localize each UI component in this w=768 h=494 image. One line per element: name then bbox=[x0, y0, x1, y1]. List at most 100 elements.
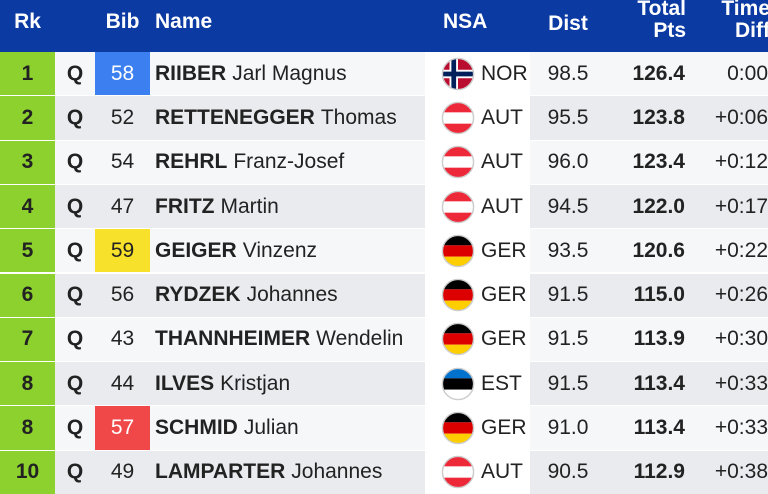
time-diff: +0:33 bbox=[714, 371, 768, 395]
time-diff: +0:22 bbox=[714, 238, 768, 262]
qualified: Q bbox=[66, 238, 84, 262]
athlete-name: RYDZEK Johannes bbox=[155, 274, 425, 317]
nsa-code: GER bbox=[481, 327, 527, 351]
flag bbox=[441, 57, 475, 90]
athlete-name: LAMPARTER Johannes bbox=[155, 451, 425, 494]
nsa-code: GER bbox=[481, 238, 527, 262]
nsa-code: NOR bbox=[481, 61, 528, 85]
row-bg bbox=[0, 450, 768, 494]
time-diff: 0:00 bbox=[727, 61, 768, 85]
flag bbox=[441, 101, 475, 135]
surname: SCHMID bbox=[155, 416, 238, 440]
given-name: Kristjan bbox=[220, 371, 291, 395]
athlete-name: RIIBER Jarl Magnus bbox=[155, 52, 425, 95]
given-name: Johannes bbox=[291, 460, 383, 484]
qualified: Q bbox=[66, 61, 84, 85]
row-bg bbox=[0, 362, 768, 406]
header-points: Total Pts bbox=[637, 0, 686, 42]
header-rank: Rk bbox=[14, 10, 41, 33]
flag bbox=[441, 145, 475, 179]
given-name: Johannes bbox=[246, 283, 338, 307]
time-diff: +0:12 bbox=[714, 150, 768, 174]
header-time: Time Diff bbox=[721, 0, 768, 42]
distance: 93.5 bbox=[547, 238, 589, 262]
surname: RETTENEGGER bbox=[155, 105, 315, 129]
rank-cell: 7 bbox=[0, 317, 55, 362]
given-name: Wendelin bbox=[316, 327, 404, 351]
header-nsa-bg bbox=[425, 0, 530, 52]
flag bbox=[441, 278, 475, 312]
total-points: 112.9 bbox=[633, 460, 685, 484]
rank-cell: 4 bbox=[0, 184, 55, 229]
surname: LAMPARTER bbox=[155, 460, 286, 484]
distance: 91.5 bbox=[547, 283, 589, 307]
row-bg bbox=[0, 96, 768, 140]
surname: ILVES bbox=[155, 371, 215, 395]
distance: 91.0 bbox=[547, 416, 589, 440]
distance: 91.5 bbox=[547, 371, 589, 395]
total-points: 126.4 bbox=[632, 61, 685, 85]
qualified: Q bbox=[66, 150, 84, 174]
nsa-code: GER bbox=[481, 283, 527, 307]
distance: 95.5 bbox=[547, 105, 589, 129]
total-points: 123.8 bbox=[632, 105, 685, 129]
flag bbox=[441, 234, 475, 268]
qualified: Q bbox=[66, 371, 84, 395]
flag bbox=[441, 411, 475, 445]
athlete-name: REHRL Franz-Josef bbox=[155, 141, 425, 184]
nsa-code: AUT bbox=[481, 194, 523, 218]
rank-cell: 2 bbox=[0, 96, 55, 140]
total-points: 123.4 bbox=[632, 150, 685, 174]
qualified: Q bbox=[66, 194, 84, 218]
nsa-code: EST bbox=[481, 371, 522, 395]
rank-cell: 8 bbox=[0, 362, 55, 406]
athlete-name: ILVES Kristjan bbox=[155, 362, 425, 405]
bib: 59 bbox=[95, 229, 150, 273]
header-name: Name bbox=[155, 10, 213, 33]
athlete-name: SCHMID Julian bbox=[155, 406, 425, 449]
bib: 58 bbox=[95, 52, 150, 96]
given-name: Jarl Magnus bbox=[232, 61, 347, 85]
athlete-name: GEIGER Vinzenz bbox=[155, 229, 425, 272]
given-name: Franz-Josef bbox=[233, 150, 345, 174]
rank-cell: 3 bbox=[0, 140, 55, 184]
flag bbox=[441, 323, 475, 356]
total-points: 120.6 bbox=[632, 238, 685, 262]
header-dist: Dist bbox=[548, 12, 588, 35]
header-bar bbox=[0, 0, 768, 52]
total-points: 115.0 bbox=[633, 283, 685, 307]
distance: 98.5 bbox=[547, 61, 589, 85]
flag bbox=[441, 456, 475, 489]
bib: 56 bbox=[110, 283, 135, 307]
bib: 54 bbox=[110, 150, 135, 174]
time-diff: +0:06 bbox=[714, 105, 768, 129]
header-nsa: NSA bbox=[443, 10, 488, 33]
given-name: Vinzenz bbox=[242, 238, 318, 262]
given-name: Martin bbox=[220, 194, 279, 218]
rank-cell: 8 bbox=[0, 406, 55, 450]
given-name: Julian bbox=[243, 416, 299, 440]
surname: THANNHEIMER bbox=[155, 327, 311, 351]
athlete-name: THANNHEIMER Wendelin bbox=[155, 318, 425, 361]
distance: 96.0 bbox=[547, 150, 589, 174]
total-points: 122.0 bbox=[632, 194, 685, 218]
qualified: Q bbox=[66, 460, 84, 484]
distance: 94.5 bbox=[547, 194, 589, 218]
surname: FRITZ bbox=[155, 194, 215, 218]
bib: 57 bbox=[95, 406, 150, 450]
bib: 47 bbox=[110, 194, 135, 218]
bib: 43 bbox=[110, 327, 135, 351]
time-diff: +0:30 bbox=[714, 327, 768, 351]
nsa-code: AUT bbox=[481, 150, 523, 174]
rank-cell: 6 bbox=[0, 273, 55, 317]
row-bg bbox=[0, 273, 768, 317]
qualified: Q bbox=[66, 327, 84, 351]
row-bg bbox=[0, 140, 768, 184]
surname: RYDZEK bbox=[155, 283, 241, 307]
nsa-code: AUT bbox=[481, 105, 523, 129]
rank-cell: 1 bbox=[0, 52, 55, 96]
time-diff: +0:26 bbox=[714, 283, 768, 307]
row-bg bbox=[0, 184, 768, 229]
qualified: Q bbox=[66, 416, 84, 440]
